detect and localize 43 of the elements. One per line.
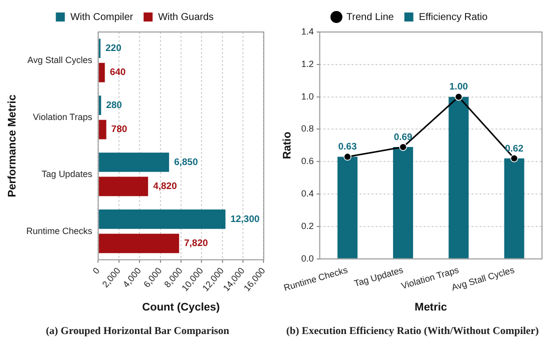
y-axis-title: Performance Metric: [6, 94, 19, 198]
y-tick-label: 0.0: [301, 253, 314, 264]
data-label: 4,820: [153, 181, 177, 192]
data-label: 780: [111, 124, 128, 136]
point: [510, 154, 518, 162]
legend-label: Efficiency Ratio: [418, 12, 488, 23]
point: [454, 92, 463, 101]
data-label: 0.69: [394, 132, 412, 143]
data-label: 1.00: [449, 82, 468, 93]
y-tick-label: Tag Updates: [42, 168, 93, 179]
data-label: 7,820: [184, 238, 208, 250]
data-label: 6,850: [174, 156, 198, 168]
data-label: 640: [110, 67, 126, 78]
bar: [393, 147, 414, 258]
y-tick-label: Avg Stall Cycles: [27, 54, 93, 65]
point: [344, 152, 352, 161]
y-tick-label: 1.2: [301, 58, 314, 69]
y-tick-label: 0.2: [301, 220, 314, 231]
y-tick-label: Runtime Checks: [26, 226, 93, 236]
bar: [448, 96, 469, 258]
text: (a) Grouped Horizontal Bar Comparison: [44, 326, 230, 337]
x-axis-title: Metric: [414, 301, 448, 314]
legend-label: Trend Line: [346, 12, 394, 23]
y-tick-label: Violation Traps: [32, 112, 93, 122]
legend-label: With Compiler: [70, 12, 134, 23]
data-label: 12,300: [230, 214, 260, 225]
data-label: 0.63: [338, 142, 357, 153]
x-tick-label: 0: [90, 266, 102, 276]
text: (b) Execution Efficiency Ratio (With/Without Compiler): [285, 326, 540, 337]
data-label: 0.62: [504, 143, 524, 154]
legend-label: With Guards: [158, 12, 214, 23]
data-label: 280: [106, 100, 122, 111]
y-tick-label: 0.8: [301, 124, 314, 134]
x-axis-title: Count (Cycles): [142, 301, 220, 314]
bar: [504, 158, 524, 258]
y-tick-label: 1.4: [301, 26, 314, 36]
y-tick-label: 0.6: [301, 156, 314, 166]
y-axis-title: Ratio: [282, 131, 294, 160]
y-tick-label: 1.0: [301, 91, 314, 102]
y-tick-label: 0.4: [301, 188, 314, 199]
point: [399, 143, 407, 151]
bar: [337, 156, 358, 258]
data-label: 220: [106, 42, 122, 54]
